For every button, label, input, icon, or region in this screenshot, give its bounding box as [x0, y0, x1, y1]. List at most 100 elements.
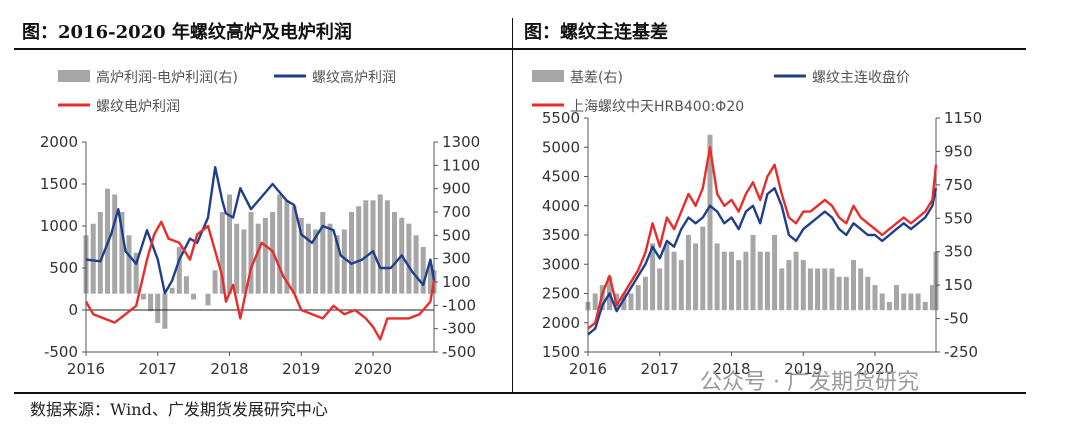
- y-left-tick-label: 1500: [542, 343, 580, 361]
- spread-bar: [729, 251, 734, 311]
- y-left-tick-label: 1500: [40, 175, 78, 193]
- source-note: 数据来源：Wind、广发期货发展研究中心: [30, 400, 328, 419]
- y-left-tick-label: 4500: [542, 168, 580, 186]
- spread-bar: [872, 285, 878, 311]
- spread-bar: [183, 276, 189, 294]
- spread-bar: [169, 287, 175, 294]
- y-left-tick-label: 2000: [40, 133, 78, 151]
- spread-bar: [291, 206, 297, 294]
- spread-bar: [922, 301, 928, 311]
- spread-bar: [227, 194, 232, 294]
- y-left-tick-label: 2000: [542, 314, 580, 332]
- legend-label-blue: 螺纹主连收盘价: [812, 69, 910, 86]
- spread-bar: [313, 229, 319, 294]
- y-left-tick-label: -500: [44, 343, 78, 361]
- spread-bar: [886, 301, 892, 311]
- spread-bar: [119, 212, 125, 294]
- y-left-tick-label: 500: [49, 259, 78, 277]
- spread-bar: [241, 229, 247, 294]
- x-tick-label: 2018: [712, 360, 750, 378]
- spread-bar: [592, 293, 598, 311]
- spread-bar: [234, 223, 240, 294]
- spread-bar: [894, 285, 899, 311]
- spread-bar: [829, 268, 835, 311]
- y-left-tick-label: 1000: [40, 217, 78, 235]
- red-series-line: [587, 146, 938, 330]
- spread-bar: [657, 268, 663, 311]
- spread-bar: [707, 134, 713, 311]
- spread-bar: [327, 223, 333, 294]
- spread-bar: [148, 293, 154, 312]
- top-rule: [14, 48, 1026, 50]
- spread-bar: [685, 235, 691, 311]
- red-series-line: [84, 220, 436, 341]
- spread-bar: [97, 212, 103, 294]
- spread-bar: [815, 268, 821, 311]
- x-tick-label: 2018: [210, 360, 248, 378]
- spread-bar: [807, 268, 813, 311]
- spread-bar: [90, 223, 96, 294]
- spread-bar: [191, 293, 197, 300]
- blue-series-line: [587, 186, 938, 336]
- spread-bar: [126, 235, 132, 294]
- y-right-tick-label: 700: [442, 203, 471, 221]
- y-left-tick-label: 5500: [542, 109, 580, 127]
- spread-bar: [764, 251, 770, 311]
- spread-bar: [377, 194, 383, 294]
- spread-bar: [851, 260, 856, 311]
- y-right-tick-label: 1300: [442, 133, 480, 151]
- spread-bar: [929, 285, 935, 311]
- y-right-tick-label: -500: [442, 343, 476, 361]
- left-panel-title: 图：2016-2020 年螺纹高炉及电炉利润: [22, 22, 352, 43]
- bottom-rule: [14, 392, 1026, 394]
- spread-bar: [736, 260, 742, 311]
- legend-label-gray: 基差(右): [570, 69, 623, 86]
- spread-bar: [219, 212, 225, 294]
- spread-bar: [642, 276, 648, 311]
- spread-bar: [392, 212, 397, 294]
- spread-bar: [915, 293, 921, 311]
- spread-bar: [836, 276, 842, 311]
- y-left-tick-label: 4000: [542, 197, 580, 215]
- spread-bar: [363, 200, 369, 294]
- y-right-tick-label: 750: [944, 176, 973, 194]
- y-right-tick-label: 1150: [944, 109, 982, 127]
- spread-bar: [793, 251, 799, 311]
- spread-bar: [298, 217, 304, 294]
- y-right-tick-label: -300: [442, 320, 476, 338]
- spread-bar: [743, 251, 749, 311]
- spread-bar: [176, 247, 182, 294]
- spread-bar: [370, 200, 376, 294]
- y-right-tick-label: 950: [944, 142, 973, 160]
- y-right-tick-label: 500: [442, 226, 471, 244]
- spread-bar: [843, 276, 849, 311]
- spread-bar: [155, 293, 161, 323]
- watermark: 公众号 · 广发期货研究: [700, 370, 919, 395]
- spread-bar: [786, 260, 792, 311]
- spread-bar: [628, 293, 634, 311]
- spread-bar: [349, 212, 354, 294]
- y-right-tick-label: 150: [944, 276, 973, 294]
- y-left-tick-label: 0: [68, 301, 78, 319]
- legend-swatch-gray: [532, 70, 564, 82]
- y-right-tick-label: 350: [944, 243, 973, 261]
- spread-bar: [162, 293, 168, 329]
- y-right-tick-label: 300: [442, 250, 471, 268]
- spread-bar: [262, 217, 268, 294]
- spread-bar: [621, 293, 627, 311]
- legend-label-gray: 高炉利润-电炉利润(右): [96, 69, 238, 86]
- y-left-tick-label: 3000: [542, 255, 580, 273]
- x-tick-label: 2016: [569, 360, 607, 378]
- spread-bar: [772, 235, 778, 311]
- spread-bar: [112, 194, 118, 294]
- y-left-tick-label: 3500: [542, 226, 580, 244]
- x-tick-label: 2017: [139, 360, 177, 378]
- right-basis-chart: 5500 5000 4500 4000 3500 3000 2500 2000 1500 1150…: [532, 69, 982, 378]
- spread-bar: [678, 260, 684, 311]
- x-tick-label: 2019: [784, 360, 822, 378]
- spread-bar: [800, 260, 806, 311]
- legend-label-red: 螺纹电炉利润: [96, 99, 180, 115]
- spread-bar: [750, 235, 756, 311]
- y-left-tick-label: 5000: [542, 138, 580, 156]
- spread-bar: [277, 194, 283, 294]
